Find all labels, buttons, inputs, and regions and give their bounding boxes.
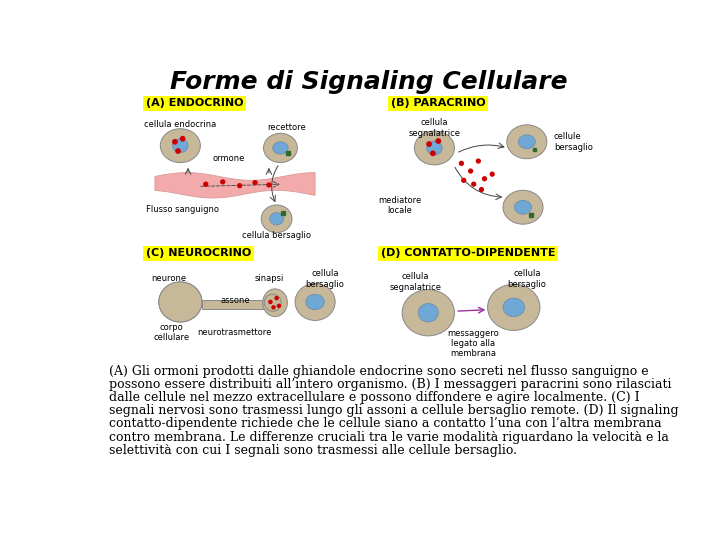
Ellipse shape xyxy=(264,133,297,163)
Text: (C) NEUROCRINO: (C) NEUROCRINO xyxy=(145,248,251,259)
Ellipse shape xyxy=(159,282,202,322)
Circle shape xyxy=(253,181,257,185)
Bar xyxy=(202,300,269,309)
Text: (A) Gli ormoni prodotti dalle ghiandole endocrine sono secreti nel flusso sangui: (A) Gli ormoni prodotti dalle ghiandole … xyxy=(109,365,649,378)
Circle shape xyxy=(176,149,180,153)
Circle shape xyxy=(181,137,185,141)
Circle shape xyxy=(272,306,275,309)
Circle shape xyxy=(275,296,278,300)
Text: selettività con cui I segnali sono trasmessi alle cellule bersaglio.: selettività con cui I segnali sono trasm… xyxy=(109,444,517,457)
Circle shape xyxy=(472,182,476,186)
Text: contatto-dipendente richiede che le cellule siano a contatto l’una con l’altra m: contatto-dipendente richiede che le cell… xyxy=(109,417,662,430)
Ellipse shape xyxy=(295,284,335,320)
Circle shape xyxy=(267,183,271,187)
Circle shape xyxy=(462,178,466,182)
Circle shape xyxy=(480,187,483,192)
Ellipse shape xyxy=(503,298,525,316)
Text: (B) PARACRINO: (B) PARACRINO xyxy=(390,98,485,109)
Text: segnali nervosi sono trasmessi lungo gli assoni a cellule bersaglio remote. (D) : segnali nervosi sono trasmessi lungo gli… xyxy=(109,404,678,417)
Ellipse shape xyxy=(159,282,202,322)
Text: Flusso sanguigno: Flusso sanguigno xyxy=(146,205,219,214)
Text: neurotrasmettore: neurotrasmettore xyxy=(197,328,271,338)
Ellipse shape xyxy=(415,131,454,165)
Bar xyxy=(281,212,284,215)
Text: messaggero
legato alla
membrana: messaggero legato alla membrana xyxy=(447,329,499,359)
Polygon shape xyxy=(155,173,315,198)
Text: cellula
segnalatrice: cellula segnalatrice xyxy=(390,272,441,292)
Text: corpo
cellulare: corpo cellulare xyxy=(153,323,189,342)
Ellipse shape xyxy=(507,125,547,159)
Text: (D) CONTATTO-DIPENDENTE: (D) CONTATTO-DIPENDENTE xyxy=(381,248,555,259)
Circle shape xyxy=(221,180,225,184)
Ellipse shape xyxy=(515,200,531,214)
Text: cellula bersaglio: cellula bersaglio xyxy=(242,231,311,240)
Text: recettore: recettore xyxy=(267,124,306,132)
Text: cellula
bersaglio: cellula bersaglio xyxy=(306,269,345,288)
Text: cellula endocrina: cellula endocrina xyxy=(144,120,217,130)
Text: contro membrana. Le differenze cruciali tra le varie modalità riguardano la velo: contro membrana. Le differenze cruciali … xyxy=(109,430,669,443)
Circle shape xyxy=(204,182,207,186)
Text: cellula
bersaglio: cellula bersaglio xyxy=(508,269,546,288)
Ellipse shape xyxy=(173,139,188,153)
Bar xyxy=(528,213,533,217)
Circle shape xyxy=(477,159,480,163)
Text: possono essere distribuiti all’intero organismo. (B) I messaggeri paracrini sono: possono essere distribuiti all’intero or… xyxy=(109,378,671,391)
Ellipse shape xyxy=(263,289,287,316)
Ellipse shape xyxy=(402,289,454,336)
Circle shape xyxy=(277,304,281,307)
Text: mediatore
locale: mediatore locale xyxy=(378,196,421,215)
Circle shape xyxy=(173,140,177,144)
Text: cellule
bersaglio: cellule bersaglio xyxy=(554,132,593,152)
Circle shape xyxy=(490,172,494,176)
Text: cellula
segnalatrice: cellula segnalatrice xyxy=(408,118,461,138)
Ellipse shape xyxy=(503,190,543,224)
Ellipse shape xyxy=(427,141,442,155)
Bar xyxy=(533,147,536,151)
Text: dalle cellule nel mezzo extracellulare e possono diffondere e agire localmente. : dalle cellule nel mezzo extracellulare e… xyxy=(109,392,639,404)
Ellipse shape xyxy=(261,205,292,233)
Ellipse shape xyxy=(487,284,540,330)
Circle shape xyxy=(269,300,272,303)
Circle shape xyxy=(482,177,487,181)
Circle shape xyxy=(469,169,472,173)
Text: (A) ENDOCRINO: (A) ENDOCRINO xyxy=(145,98,243,109)
Bar xyxy=(287,151,290,156)
Ellipse shape xyxy=(270,213,284,225)
Text: assone: assone xyxy=(220,296,250,305)
Circle shape xyxy=(459,161,464,165)
Text: Forme di Signaling Cellulare: Forme di Signaling Cellulare xyxy=(170,70,568,94)
Circle shape xyxy=(238,184,242,187)
Circle shape xyxy=(431,151,435,156)
Ellipse shape xyxy=(518,135,536,148)
Text: ormone: ormone xyxy=(212,154,245,163)
Ellipse shape xyxy=(161,129,200,163)
Text: sinapsi: sinapsi xyxy=(254,274,284,284)
Ellipse shape xyxy=(273,142,288,154)
Ellipse shape xyxy=(306,294,324,309)
Ellipse shape xyxy=(418,303,438,322)
Circle shape xyxy=(427,142,431,146)
Circle shape xyxy=(436,139,441,143)
Text: neurone: neurone xyxy=(151,274,186,284)
